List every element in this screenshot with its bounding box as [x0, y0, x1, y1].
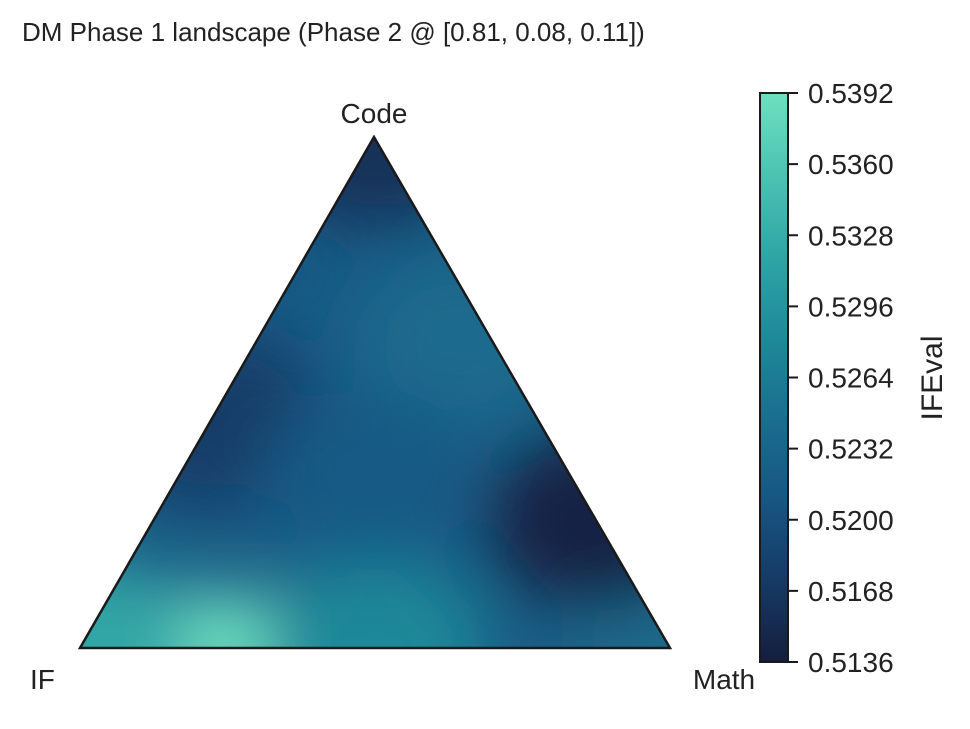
colorbar-tick-label: 0.5264 [808, 363, 894, 394]
colorbar-tick-label: 0.5328 [808, 220, 894, 251]
landscape-sample-1 [80, 558, 190, 648]
colorbar-label: IFEval [916, 335, 949, 420]
landscape-sample-2 [265, 558, 485, 648]
triangle-outline [77, 134, 673, 650]
colorbar-tick-label: 0.5136 [808, 647, 894, 678]
landscape-field [80, 137, 670, 648]
colorbar: 0.5392 0.5360 0.5328 0.5296 0.5264 0.5232 0.52… [759, 78, 949, 678]
colorbar-gradient [759, 92, 789, 663]
colorbar-tick-label: 0.5200 [808, 505, 894, 536]
colorbar-tick-label: 0.5168 [808, 576, 894, 607]
landscape-sample-8 [261, 389, 482, 570]
vertex-label-top: Code [341, 98, 408, 129]
colorbar-tick-label: 0.5232 [808, 434, 894, 465]
colorbar-tick-label: 0.5392 [808, 78, 894, 109]
chart-title: DM Phase 1 landscape (Phase 2 @ [0.81, 0… [22, 17, 645, 47]
vertex-label-bottom-right: Math [693, 664, 755, 695]
colorbar-tick-label: 0.5296 [808, 291, 894, 322]
vertex-label-bottom-left: IF [30, 664, 55, 695]
colorbar-tick-label: 0.5360 [808, 149, 894, 180]
